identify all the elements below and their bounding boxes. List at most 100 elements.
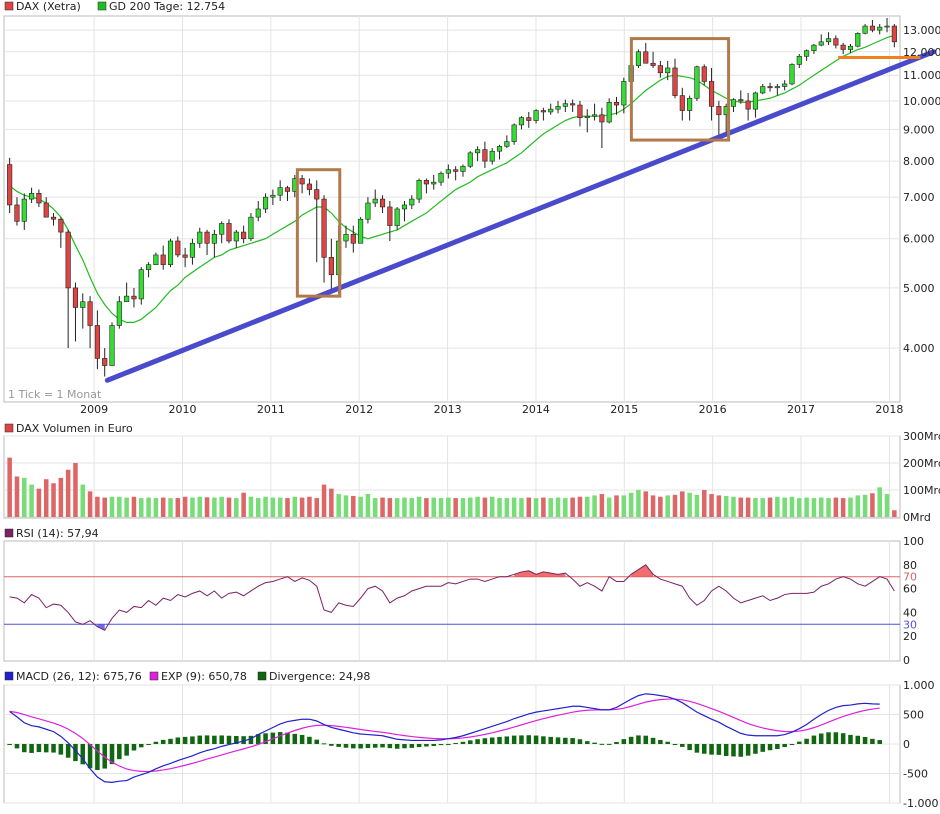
volume-bar <box>753 498 758 517</box>
candle-down <box>869 25 875 31</box>
volume-bar <box>468 497 473 517</box>
candle-up <box>621 81 627 106</box>
candle-up <box>825 38 832 43</box>
divergence-bar <box>314 739 320 744</box>
candle-up <box>818 41 824 46</box>
divergence-bar <box>753 744 758 754</box>
candle-down <box>577 104 583 118</box>
divergence-bar <box>489 737 495 744</box>
volume-layer <box>7 457 897 517</box>
candle-up <box>884 25 890 28</box>
volume-bar <box>285 498 290 517</box>
divergence-bar <box>402 744 407 749</box>
candle-up <box>431 181 437 185</box>
volume-bar <box>599 494 605 517</box>
divergence-bar <box>789 744 795 745</box>
divergence-bar <box>22 744 27 753</box>
divergence-bar <box>716 744 722 755</box>
volume-bar <box>650 495 656 517</box>
divergence-bar <box>665 741 670 744</box>
volume-bar <box>592 495 597 517</box>
candle-up <box>518 117 525 126</box>
candle-up <box>80 301 86 308</box>
divergence-bar <box>336 744 341 747</box>
macd-tick-label: -1.000 <box>903 797 938 810</box>
volume-bar <box>701 490 707 517</box>
volume-bar <box>131 496 137 517</box>
divergence-bar <box>277 732 283 744</box>
candle-up <box>694 66 700 99</box>
divergence-bar <box>43 744 49 753</box>
divergence-bar <box>124 744 129 756</box>
divergence-bar <box>643 735 649 744</box>
volume-legend: DAX Volumen in Euro <box>4 422 133 435</box>
volume-bar <box>489 496 495 517</box>
candle-down <box>50 216 57 220</box>
candle-down <box>72 287 79 308</box>
divergence-bar <box>299 734 305 744</box>
divergence-bar <box>351 744 356 749</box>
candle-up <box>358 218 364 244</box>
candle-up <box>489 150 495 162</box>
divergence-bar <box>387 744 393 749</box>
highlight-box <box>629 37 731 142</box>
candle-up <box>460 165 466 172</box>
volume-bar <box>292 496 298 517</box>
volume-bar <box>160 497 166 517</box>
candle-up <box>219 223 225 235</box>
volume-bar <box>109 496 115 517</box>
candle-down <box>7 164 13 206</box>
volume-bar <box>431 497 436 517</box>
rsi-tick-label: 80 <box>903 559 917 572</box>
volume-bar <box>775 496 780 517</box>
divergence-bar <box>190 736 195 744</box>
rsi-tick-label: 30 <box>903 618 917 631</box>
macd-tick-label: 500 <box>903 709 924 722</box>
candle-down <box>321 198 327 258</box>
volume-bar <box>168 498 173 517</box>
volume-tick-label: 100Mrd <box>903 484 940 497</box>
price-tick-label: 5.000 <box>903 282 935 295</box>
divergence-bar <box>760 744 766 752</box>
volume-bar <box>73 463 78 517</box>
volume-bar <box>482 497 488 517</box>
volume-bar <box>797 498 802 517</box>
price-tick-label: 13.000 <box>903 24 940 37</box>
volume-bar <box>884 494 890 517</box>
candle-up <box>635 51 642 66</box>
volume-bar <box>555 497 561 517</box>
volume-bar <box>248 496 254 517</box>
candle-up <box>262 196 269 210</box>
volume-bar <box>402 497 407 517</box>
candle-up <box>270 194 276 198</box>
rsi-tick-label: 70 <box>903 571 917 584</box>
divergence-bar <box>431 744 436 746</box>
volume-bar <box>563 498 568 517</box>
x-tick-label: 2017 <box>787 403 815 416</box>
volume-bar <box>709 494 714 517</box>
divergence-bar <box>628 736 634 744</box>
divergence-bar <box>102 744 107 769</box>
volume-bar <box>782 497 787 517</box>
volume-bar <box>848 497 853 517</box>
volume-bar <box>65 469 71 517</box>
candle-up <box>416 180 422 200</box>
candle-up <box>855 33 861 47</box>
volume-bar <box>541 497 546 517</box>
candle-down <box>599 114 605 123</box>
divergence-bar <box>234 735 239 744</box>
divergence-bar <box>197 735 203 744</box>
volume-bar <box>124 497 129 517</box>
volume-bar <box>533 498 539 517</box>
divergence-bar <box>394 744 400 749</box>
volume-bar <box>672 494 678 517</box>
highlight-box <box>295 168 342 298</box>
candle-up <box>189 242 196 258</box>
tick-note: 1 Tick = 1 Monat <box>8 388 102 401</box>
volume-panel-frame <box>3 435 901 519</box>
divergence-bar <box>877 740 882 744</box>
macd-tick-label: 0 <box>903 738 910 751</box>
divergence-bar <box>811 735 817 744</box>
candle-down <box>226 223 232 242</box>
volume-bar <box>438 498 444 517</box>
